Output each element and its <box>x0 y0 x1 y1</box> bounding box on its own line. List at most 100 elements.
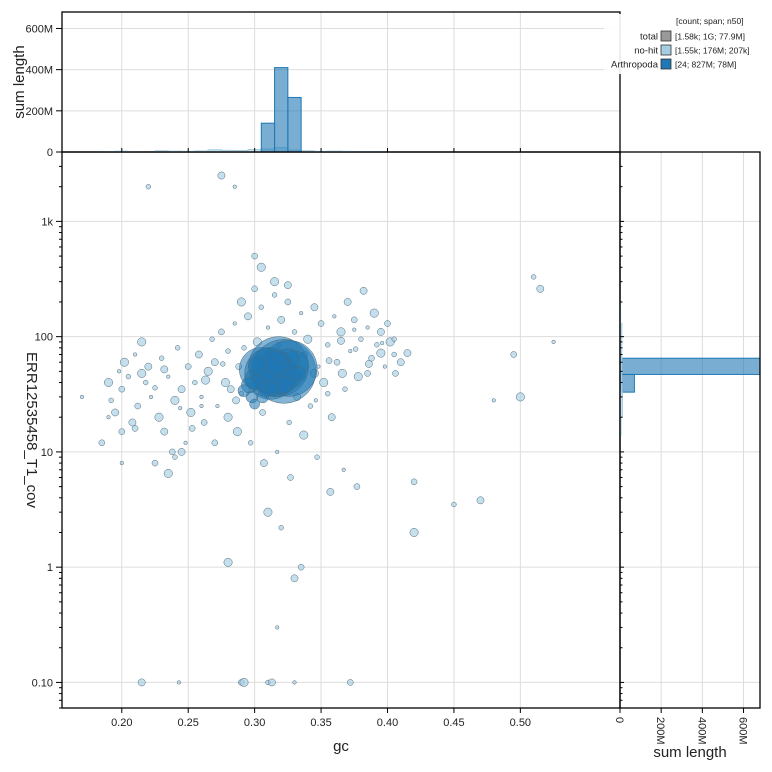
no-hit-point <box>326 488 335 496</box>
top-y-tick-label: 0 <box>47 147 53 159</box>
no-hit-point <box>134 402 141 410</box>
no-hit-point <box>148 394 154 399</box>
no-hit-point <box>410 478 418 486</box>
no-hit-point <box>154 412 164 422</box>
right-histogram-bars <box>619 306 761 436</box>
no-hit-point <box>286 419 292 426</box>
no-hit-point <box>239 677 249 687</box>
legend-swatch <box>660 30 672 42</box>
main-panel: 0.20 0.25 0.30 0.35 0.40 0.45 0.50 0.10 1 10 100 1… <box>32 151 621 729</box>
no-hit-point <box>131 425 139 432</box>
no-hit-point <box>199 394 204 399</box>
right-histogram-ticks: 0 200M 400M 600M <box>613 151 749 745</box>
legend-swatch <box>660 44 672 56</box>
no-hit-point <box>260 459 268 467</box>
arthropoda-point <box>249 398 260 410</box>
no-hit-point <box>352 327 357 332</box>
no-hit-point <box>172 454 178 460</box>
legend: [count; span; n50] total [1.58k; 1G; 77.9… <box>604 14 756 74</box>
no-hit-point <box>348 349 353 354</box>
no-hit-point <box>166 374 171 379</box>
no-hit-point <box>118 428 126 435</box>
no-hit-point <box>292 680 297 685</box>
y-axis-label: ERR12535458_T1_cov <box>23 352 40 508</box>
y-axis-ticks: 0.10 1 10 100 1k <box>32 151 62 709</box>
y-tick-label: 1k <box>41 216 53 228</box>
no-hit-point <box>353 483 361 490</box>
no-hit-point <box>158 355 165 361</box>
no-hit-point <box>232 321 237 326</box>
no-hit-point <box>341 467 346 472</box>
no-hit-point <box>342 386 348 392</box>
no-hit-point <box>210 358 219 367</box>
x-axis-label: gc <box>333 738 349 755</box>
no-hit-point <box>133 352 138 357</box>
no-hit-point <box>265 325 270 330</box>
no-hit-point <box>170 395 180 405</box>
no-hit-point <box>287 474 294 481</box>
no-hit-point <box>251 252 258 260</box>
right-histogram-grid <box>619 152 760 708</box>
top-arthropoda-bar <box>274 67 289 153</box>
no-hit-point <box>177 448 186 456</box>
no-hit-point <box>184 363 192 370</box>
no-hit-point <box>104 378 113 387</box>
no-hit-point <box>178 406 183 411</box>
no-hit-point <box>365 360 373 368</box>
no-hit-point <box>145 184 152 190</box>
x-tick-label: 0.25 <box>178 717 199 729</box>
no-hit-point <box>325 342 331 348</box>
no-hit-point <box>332 314 337 319</box>
right-histogram-xlabel: sum length <box>653 744 726 761</box>
no-hit-point <box>307 403 314 409</box>
legend-entry-name: total <box>640 32 658 43</box>
no-hit-point <box>310 303 319 312</box>
no-hit-point <box>117 369 122 374</box>
no-hit-point <box>299 311 304 316</box>
no-hit-point <box>137 678 146 687</box>
no-hit-point <box>128 418 137 427</box>
no-hit-point <box>358 336 364 342</box>
no-hit-point <box>333 358 341 366</box>
no-hit-point <box>232 184 237 189</box>
no-hit-point <box>551 339 556 344</box>
no-hit-point <box>392 370 399 377</box>
no-hit-point <box>241 345 247 351</box>
no-hit-point <box>137 368 147 378</box>
no-hit-point <box>144 362 153 371</box>
no-hit-point <box>192 379 198 386</box>
no-hit-point <box>174 345 181 351</box>
no-hit-point <box>391 336 397 342</box>
no-hit-point <box>79 394 84 399</box>
right-histogram: 0 200M 400M 600M <box>613 151 761 745</box>
no-hit-point <box>223 412 233 422</box>
no-hit-point <box>299 430 309 440</box>
no-hit-point <box>352 346 359 352</box>
no-hit-point <box>256 262 266 272</box>
no-hit-point <box>476 496 485 505</box>
right-x-tick-label: 600M <box>737 717 749 745</box>
top-histogram-ylabel: sum length <box>11 45 28 118</box>
no-hit-point <box>515 392 525 402</box>
no-hit-point <box>176 680 181 685</box>
arthropoda-point <box>274 351 288 365</box>
no-hit-point <box>337 368 347 378</box>
no-hit-point <box>369 308 379 318</box>
no-hit-point <box>188 425 196 432</box>
legend-entry-info: [1.55k; 176M; 207k] <box>675 46 750 56</box>
no-hit-point <box>259 409 266 416</box>
no-hit-point <box>319 378 329 387</box>
top-histogram-frame <box>61 11 621 153</box>
right-histogram-frame <box>619 151 761 709</box>
top-histogram: 0 200M 400M 600M <box>25 11 621 159</box>
no-hit-point <box>275 449 280 454</box>
no-hit-point <box>384 320 391 327</box>
no-hit-point <box>232 396 240 405</box>
no-hit-point <box>137 337 147 347</box>
no-hit-point <box>223 557 233 567</box>
x-tick-label: 0.50 <box>510 717 531 729</box>
no-hit-point <box>313 398 318 403</box>
no-hit-point <box>337 336 345 345</box>
no-hit-point <box>343 298 352 306</box>
